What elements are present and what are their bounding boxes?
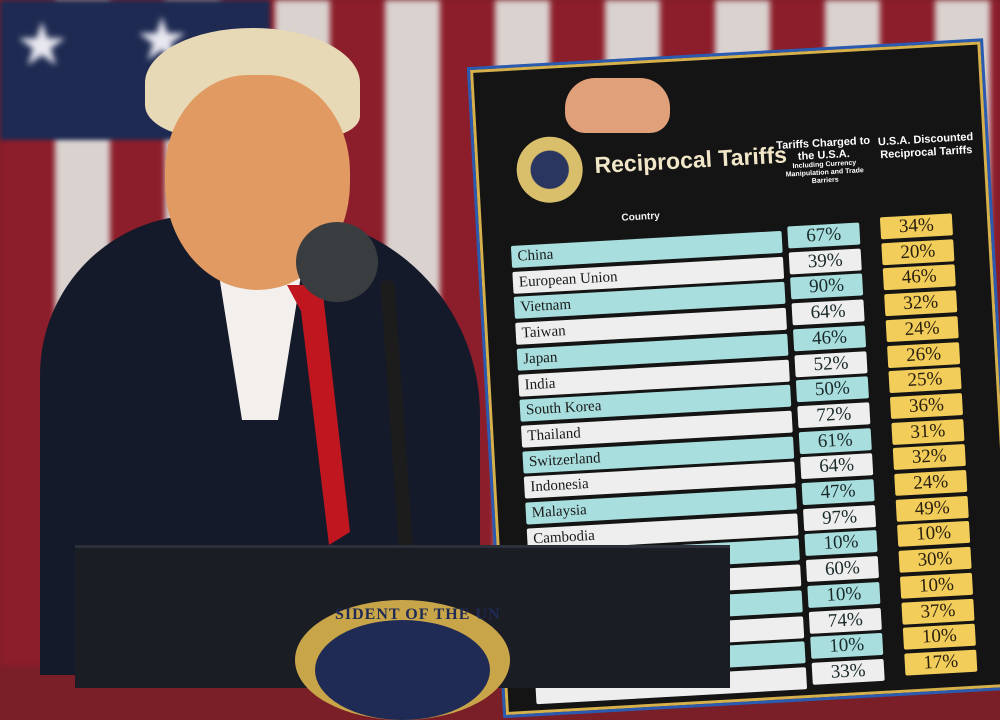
charged-tariff-cell: 72% <box>797 402 871 429</box>
charged-tariff-cell: 90% <box>790 273 864 300</box>
discounted-tariff-cell: 32% <box>892 444 966 471</box>
charged-tariff-cell: 10% <box>804 530 878 557</box>
charged-tariff-cell: 39% <box>788 248 862 275</box>
discounted-tariff-cell: 36% <box>889 392 964 419</box>
discounted-tariff-cell: 34% <box>879 213 953 240</box>
discounted-tariff-cell: 49% <box>895 495 969 522</box>
discounted-tariff-cell: 10% <box>899 572 974 599</box>
discounted-tariff-cell: 46% <box>882 264 956 291</box>
podium-seal: SIDENT OF THE UN <box>295 600 510 720</box>
discounted-tariff-cell: 10% <box>902 623 976 650</box>
microphone <box>296 222 378 302</box>
charged-tariff-cell: 52% <box>794 350 868 377</box>
charged-header: Tariffs Charged to the U.S.A. Including … <box>775 135 873 188</box>
charged-tariff-cell: 64% <box>791 299 865 326</box>
discounted-tariff-cell: 31% <box>891 418 965 445</box>
charged-tariff-cell: 64% <box>800 453 874 480</box>
charged-tariff-cell: 50% <box>795 376 869 403</box>
discounted-tariff-cell: 17% <box>904 649 978 676</box>
board-title: Reciprocal Tariffs <box>593 141 788 179</box>
discounted-tariff-cell: 32% <box>884 290 958 317</box>
charged-tariff-cell: 10% <box>807 581 881 608</box>
charged-tariff-cell: 46% <box>792 325 867 352</box>
discounted-tariff-cell: 25% <box>888 367 962 394</box>
podium-seal-text: SIDENT OF THE UN <box>335 606 501 623</box>
charged-tariff-cell: 74% <box>808 607 882 634</box>
discounted-tariff-cell: 26% <box>887 341 961 368</box>
discounted-tariff-cell: 30% <box>898 546 972 573</box>
discounted-tariff-cell: 24% <box>894 469 968 496</box>
discounted-tariff-cell: 20% <box>881 238 955 265</box>
discounted-header: U.S.A. Discounted Reciprocal Tariffs <box>877 131 974 162</box>
charged-tariff-cell: 10% <box>810 633 884 660</box>
charged-tariff-cell: 97% <box>803 504 877 531</box>
podium-seal-center <box>315 620 490 720</box>
discounted-tariff-cell: 10% <box>897 521 971 548</box>
charged-tariff-cell: 47% <box>801 479 875 506</box>
charged-tariff-cell: 67% <box>787 222 861 249</box>
charged-subheader: Including Currency Manipulation and Trad… <box>785 159 865 186</box>
charged-tariff-cell: 60% <box>805 556 879 583</box>
discounted-tariff-cell: 37% <box>901 598 975 625</box>
charged-tariff-cell: 61% <box>798 427 872 454</box>
country-header: Country <box>621 210 661 224</box>
discounted-tariff-cell: 24% <box>885 315 959 342</box>
star-icon: ★ <box>15 12 69 78</box>
presidential-seal-icon <box>514 134 585 205</box>
charged-tariff-cell: 33% <box>811 658 885 685</box>
speaker-hand <box>565 78 670 133</box>
